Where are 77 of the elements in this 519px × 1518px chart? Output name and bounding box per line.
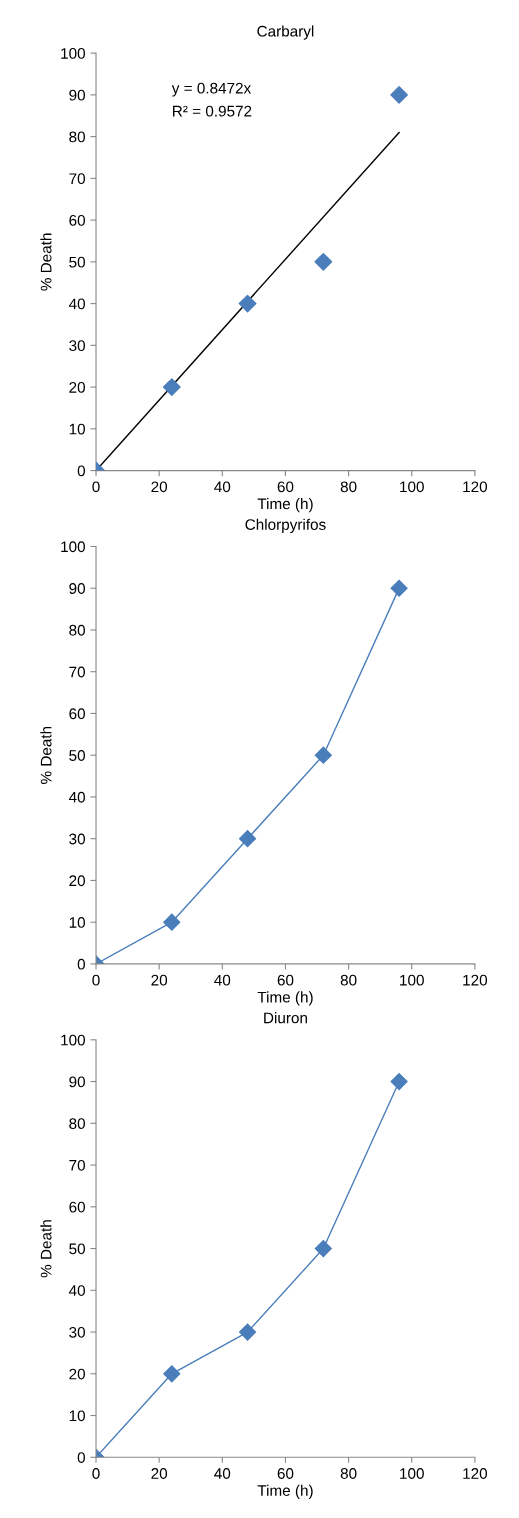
y-axis-title: % Death [40,233,52,291]
y-tick-label: 50 [69,1243,85,1255]
x-tick-label: 20 [151,974,168,986]
chart-title: Chlorpyrifos [245,518,326,533]
y-tick-label: 10 [69,1410,85,1422]
x-tick-label: 120 [463,1468,488,1479]
point [163,913,181,931]
x-tick-label: 40 [214,1468,231,1479]
y-axis-title: % Death [40,1220,52,1278]
point [162,378,181,397]
y-tick-label: 70 [69,1159,85,1171]
y-tick-label: 0 [77,958,85,970]
y-tick-label: 30 [69,340,85,352]
y-axis-title: % Death [40,726,52,784]
y-tick-label: 0 [77,1452,85,1463]
y-tick-label: 20 [69,381,85,393]
y-tick-label: 10 [69,423,85,435]
x-tick-label: 40 [214,481,231,493]
annotation: R² = 0.9572 [173,105,252,117]
point [239,1323,257,1341]
x-tick-label: 20 [151,1468,168,1479]
x-tick-label: 40 [214,974,231,986]
point [390,1073,408,1091]
x-axis-title: Time (h) [257,1484,313,1499]
x-tick-label: 0 [92,1468,100,1479]
y-tick-label: 70 [69,666,85,678]
chart-title: Carbaryl [257,25,314,40]
point [163,1365,181,1383]
x-tick-label: 0 [92,481,100,493]
y-tick-label: 40 [68,298,85,310]
y-tick-label: 60 [69,708,85,720]
y-tick-label: 60 [69,1201,85,1213]
point [238,294,257,313]
x-axis-title: Time (h) [257,991,313,1006]
x-tick-label: 60 [277,974,294,986]
x-tick-label: 60 [277,1468,294,1479]
point [390,579,408,597]
y-tick-label: 0 [77,465,85,477]
x-tick-label: 0 [92,974,100,986]
point [390,85,409,104]
y-tick-label: 100 [61,1034,85,1046]
x-tick-label: 80 [340,1468,357,1479]
y-tick-label: 80 [69,624,85,636]
x-tick-label: 60 [277,481,294,493]
y-tick-label: 70 [69,173,85,185]
x-tick-label: 100 [400,1468,424,1479]
y-tick-label: 20 [69,875,85,887]
x-tick-label: 20 [151,481,168,493]
y-tick-label: 30 [69,1326,85,1338]
x-axis-title: Time (h) [257,498,313,513]
y-tick-label: 90 [69,583,85,594]
x-tick-label: 120 [463,974,488,986]
x-tick-label: 80 [340,974,357,986]
y-tick-label: 60 [69,214,85,226]
y-tick-label: 50 [69,750,85,761]
y-tick-label: 40 [68,791,85,803]
y-tick-label: 100 [61,48,85,59]
y-tick-label: 10 [69,917,85,928]
chart-title: Diuron [264,1012,307,1024]
point [314,252,333,271]
y-tick-label: 90 [69,1076,85,1088]
annotation: y = 0.8472x [171,82,252,97]
y-tick-label: 20 [69,1368,85,1380]
y-tick-label: 40 [68,1285,85,1296]
x-tick-label: 100 [400,481,424,493]
y-tick-label: 80 [69,131,85,143]
x-tick-label: 120 [463,481,488,493]
point [239,830,257,848]
x-tick-label: 80 [340,481,357,493]
point [314,1240,332,1258]
y-tick-label: 90 [69,89,85,101]
point [314,746,332,764]
y-tick-label: 100 [61,541,85,553]
x-tick-label: 100 [400,974,424,986]
y-tick-label: 30 [69,833,85,845]
y-tick-label: 50 [69,256,85,268]
y-tick-label: 80 [69,1118,85,1130]
